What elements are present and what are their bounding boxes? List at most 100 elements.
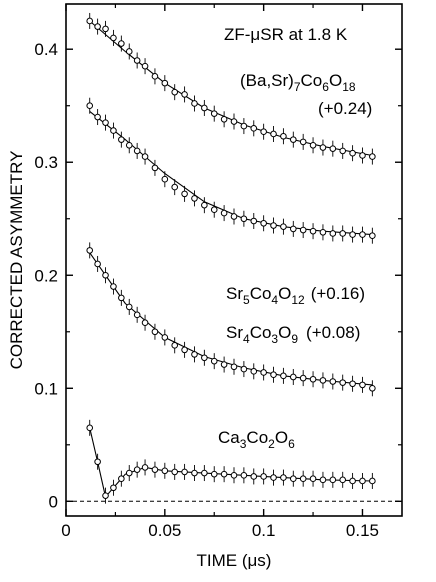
data-point [369, 384, 376, 392]
data-point [141, 153, 149, 160]
data-point [171, 88, 179, 96]
data-point [133, 57, 141, 64]
data-point [191, 351, 198, 358]
data-point [299, 374, 307, 382]
data-point [171, 468, 179, 476]
data-point [339, 379, 347, 386]
data-point [191, 195, 198, 202]
data-point [171, 342, 179, 349]
annotation-heading: ZF-μSR at 1.8 K [224, 25, 348, 44]
data-point [329, 230, 337, 237]
data-point [161, 175, 169, 183]
data-point [181, 91, 188, 98]
data-point [260, 369, 267, 376]
y-tick-label: 0 [49, 492, 58, 511]
x-tick-label: 0.1 [252, 521, 276, 540]
data-point [299, 226, 307, 234]
data-point [299, 138, 307, 146]
data-point [210, 470, 218, 478]
data-point [201, 104, 208, 112]
data-point [309, 227, 317, 235]
data-point [220, 361, 228, 368]
data-point [201, 354, 208, 362]
data-point [118, 40, 125, 47]
data-point [230, 363, 238, 371]
data-point [280, 372, 287, 380]
data-point [359, 231, 366, 238]
x-tick-label: 0.05 [148, 521, 181, 540]
data-point [329, 476, 337, 484]
data-point [250, 125, 258, 132]
y-axis-label: CORRECTED ASYMMETRY [7, 151, 26, 370]
data-point [319, 144, 327, 151]
data-point [270, 371, 277, 379]
data-point [250, 368, 258, 375]
data-point [250, 217, 258, 225]
annotation-ca-formula: Ca3Co2O6 [218, 428, 295, 451]
data-point [118, 294, 125, 302]
data-point [250, 473, 258, 480]
data-point [191, 100, 198, 107]
data-point [94, 113, 101, 121]
y-tick-label: 0.2 [34, 266, 58, 285]
annotation-ba-formula: (Ba,Sr)7Co6O18 [240, 71, 356, 94]
data-point [260, 473, 267, 480]
y-tick-label: 0.1 [34, 379, 58, 398]
data-point [141, 62, 149, 70]
data-point [369, 477, 376, 485]
data-point [270, 222, 277, 229]
data-point [161, 467, 169, 475]
annotation-sr4-formula: Sr4Co3O9 (+0.08) [226, 323, 360, 346]
data-point [102, 492, 109, 499]
data-point [151, 328, 159, 336]
data-point [349, 380, 356, 388]
data-point [191, 469, 198, 477]
data-point [110, 34, 117, 42]
data-point [289, 136, 297, 143]
data-point [220, 115, 228, 123]
data-point [240, 215, 248, 223]
y-tick-label: 0.4 [34, 40, 58, 59]
data-point [151, 73, 159, 80]
data-point [102, 119, 109, 126]
data-point [118, 475, 125, 483]
data-point [339, 230, 347, 237]
data-point [349, 231, 356, 238]
data-point [230, 213, 238, 220]
data-point [171, 183, 179, 191]
data-point [110, 127, 117, 134]
data-point [161, 334, 169, 341]
data-point [359, 381, 366, 389]
data-point [210, 206, 218, 214]
data-point [94, 260, 101, 268]
data-point [339, 476, 347, 484]
data-point [369, 153, 376, 160]
data-point [309, 375, 317, 383]
data-point [151, 164, 159, 172]
data-point [94, 23, 101, 30]
data-point [230, 472, 238, 479]
data-point [299, 475, 307, 483]
data-point [86, 247, 94, 254]
data-point [201, 201, 208, 209]
data-point [270, 130, 277, 138]
data-point [86, 102, 94, 110]
data-point [141, 464, 149, 471]
data-point [125, 141, 133, 149]
plot-frame [65, 3, 403, 517]
data-point [289, 373, 297, 381]
data-point [319, 229, 327, 236]
data-point [280, 474, 287, 481]
data-point [94, 458, 101, 466]
data-point [349, 149, 356, 157]
data-point [230, 118, 238, 125]
data-point [210, 110, 218, 117]
data-point [181, 190, 188, 198]
data-point [86, 17, 94, 25]
data-point [329, 378, 337, 385]
data-point [359, 477, 366, 485]
data-point [110, 484, 117, 492]
data-point [141, 319, 149, 327]
series-0 [86, 12, 376, 165]
